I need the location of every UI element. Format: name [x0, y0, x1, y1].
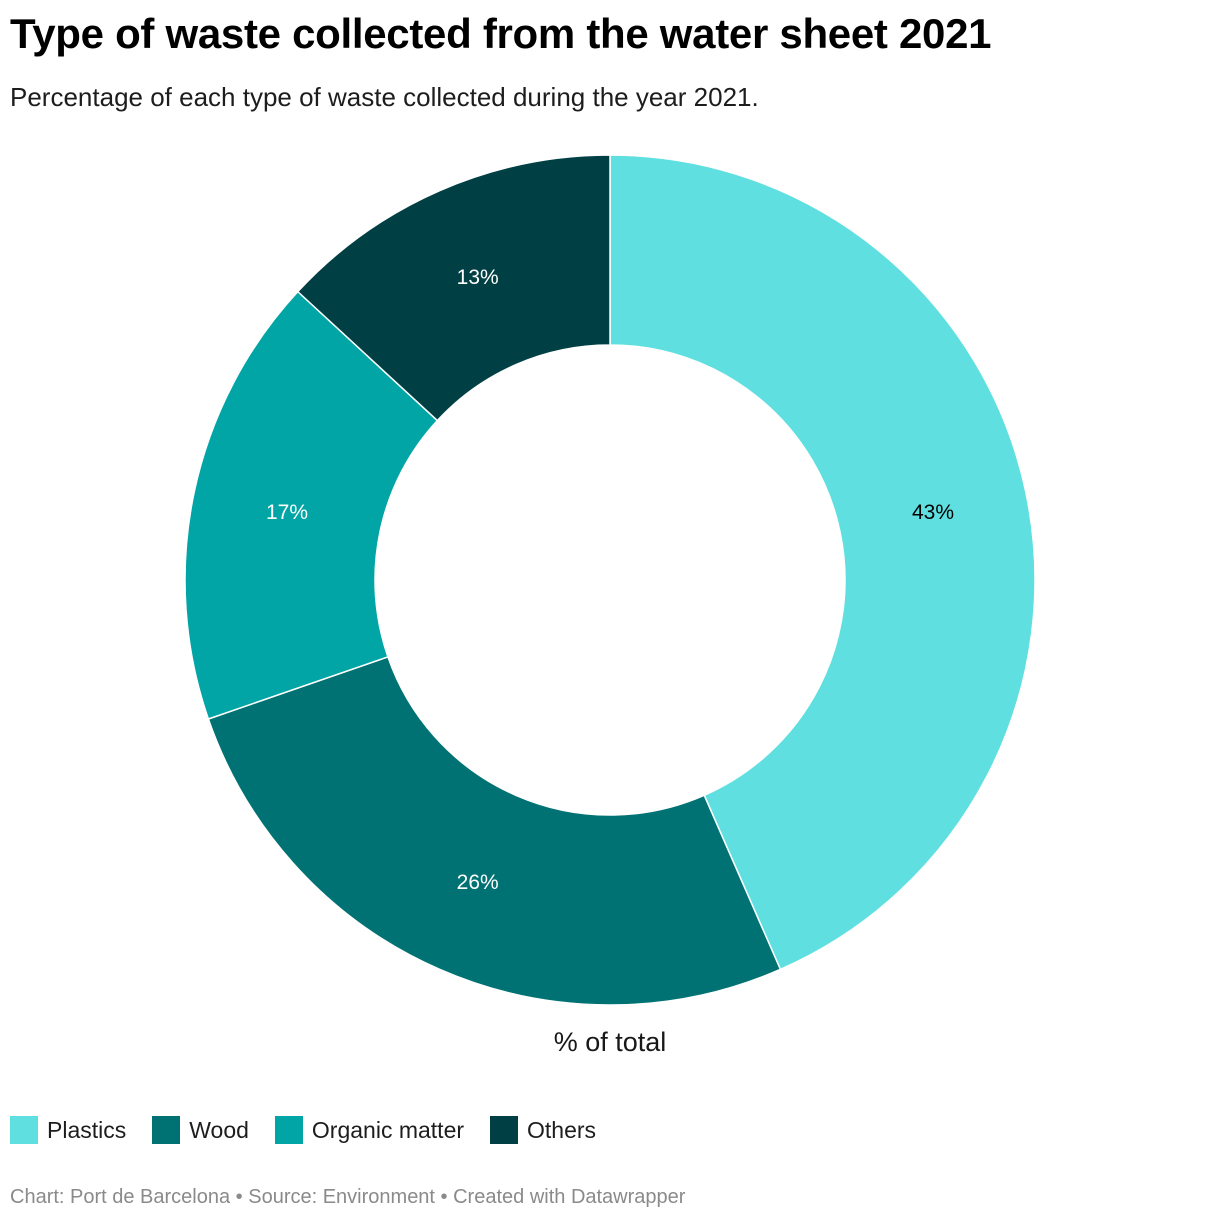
legend-label-wood: Wood: [189, 1116, 249, 1143]
legend-label-plastics: Plastics: [47, 1116, 127, 1143]
donut-chart: 43% 26% 17% 13% % of total: [184, 154, 1036, 1057]
legend-swatch-plastics: [10, 1116, 38, 1144]
chart-title: Type of waste collected from the water s…: [10, 10, 992, 57]
slice-value-label-organic-matter: 17%: [266, 501, 308, 524]
legend-label-organic-matter: Organic matter: [311, 1116, 465, 1143]
legend-label-others: Others: [527, 1116, 597, 1143]
slice-value-label-wood: 26%: [457, 871, 499, 894]
legend-swatch-wood: [152, 1116, 181, 1144]
slice-value-label-plastics: 43%: [912, 501, 954, 524]
legend-swatch-others: [490, 1116, 519, 1144]
donut-slice-labels: 43% 26% 17% 13%: [266, 266, 954, 894]
legend-swatch-organic-matter: [274, 1116, 303, 1144]
legend: Plastics Wood Organic matter Others: [10, 1116, 596, 1144]
donut-slice-organic-matter[interactable]: [184, 290, 439, 720]
slice-value-label-others: 13%: [457, 266, 499, 289]
legend-item-plastics[interactable]: Plastics: [10, 1116, 126, 1144]
donut-slices: [184, 154, 1036, 1006]
chart-footer: Chart: Port de Barcelona • Source: Envir…: [10, 1186, 686, 1208]
donut-slice-wood[interactable]: [207, 655, 782, 1006]
legend-item-wood[interactable]: Wood: [152, 1116, 249, 1144]
donut-slice-plastics[interactable]: [609, 154, 1036, 971]
donut-slice-others[interactable]: [296, 154, 611, 422]
legend-item-others[interactable]: Others: [490, 1116, 596, 1144]
center-label: % of total: [554, 1027, 667, 1057]
chart-subtitle: Percentage of each type of waste collect…: [10, 82, 759, 112]
legend-item-organic-matter[interactable]: Organic matter: [274, 1116, 465, 1144]
